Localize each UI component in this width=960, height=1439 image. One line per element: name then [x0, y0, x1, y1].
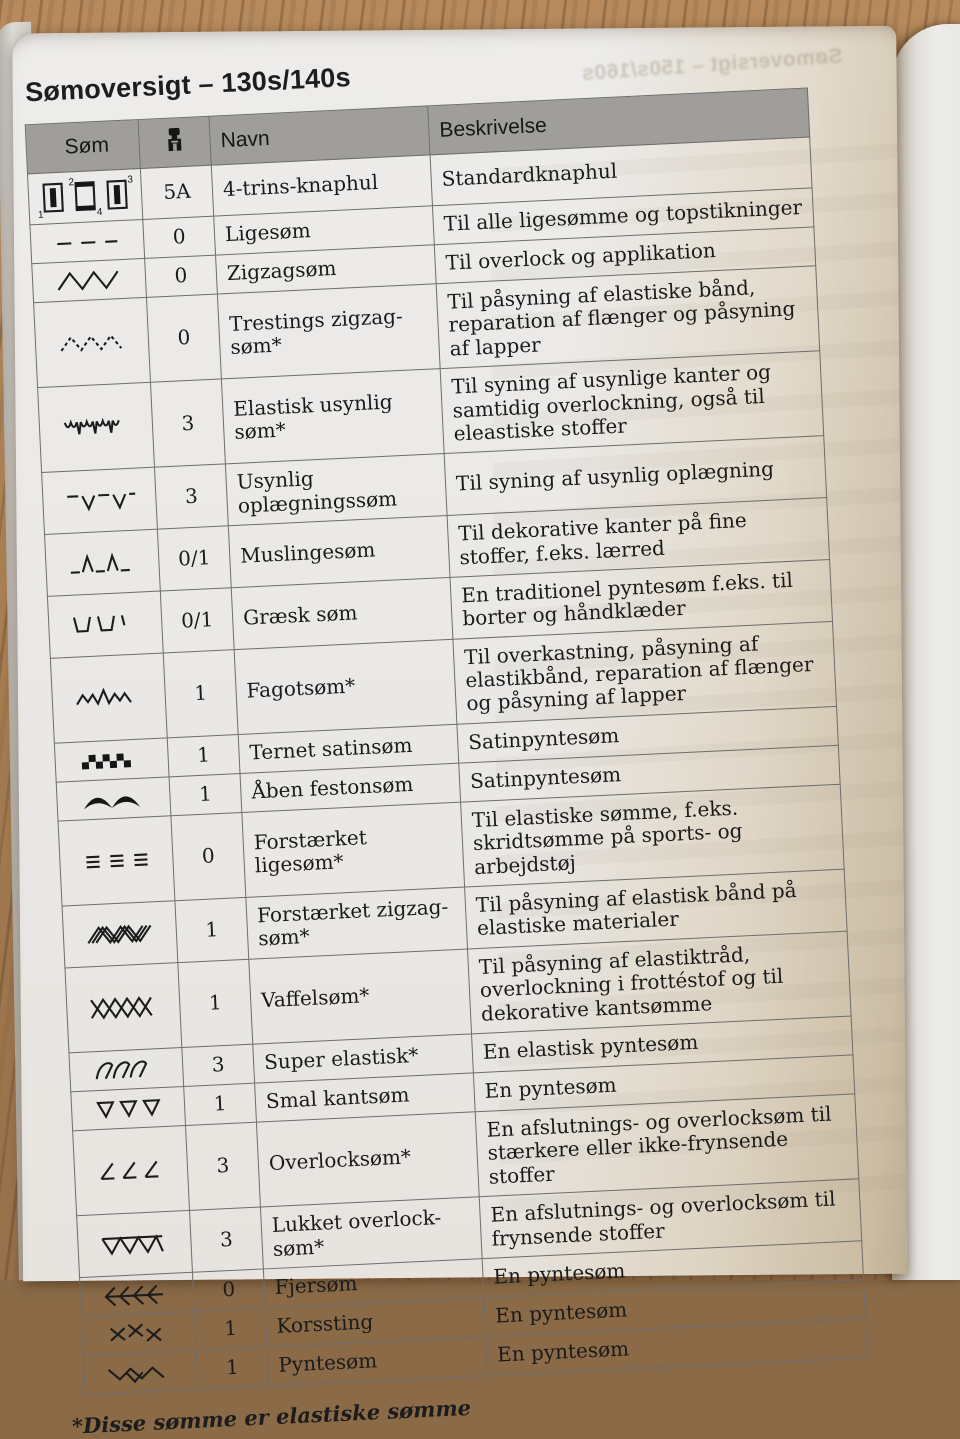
foot-number: 0 — [142, 216, 216, 259]
stitch-name: Lukket overlock-søm* — [260, 1196, 483, 1269]
overlock-icon — [72, 1125, 190, 1216]
foot-number: 1 — [196, 1346, 269, 1390]
waffle-icon — [64, 962, 182, 1053]
stitch-name: Græsk søm — [231, 577, 453, 650]
stitch-name: Fagotsøm* — [234, 639, 457, 735]
fagot-icon — [50, 652, 168, 744]
table-row: 1 2 4 3 5A 4-trins-knaphul Standardknaphul — [27, 136, 813, 225]
foot-number: 3 — [150, 379, 226, 468]
table-row: 0 Ligesøm Til alle ligesømme og topstiknin… — [29, 187, 814, 264]
presser-foot-icon — [164, 127, 185, 160]
stitch-name: Vaffelsøm* — [248, 948, 472, 1045]
foot-number: 0 — [170, 812, 246, 901]
foot-number: 1 — [194, 1307, 268, 1351]
zigzag-icon — [31, 258, 147, 303]
foot-number: 0/1 — [160, 587, 235, 653]
col-header-foot — [138, 116, 212, 169]
greek-key-icon — [47, 590, 164, 659]
reinforced-zigzag-icon — [62, 900, 178, 968]
closed-overlock-icon — [76, 1210, 193, 1278]
checker-satin-icon — [54, 737, 170, 783]
foot-number: 0 — [146, 294, 222, 383]
foot-number: 1 — [183, 1083, 257, 1126]
shell-edge-icon — [44, 529, 161, 597]
table-row: 3 Super elastisk* En elastisk pyntesøm — [68, 1015, 853, 1092]
foot-number: 1 — [167, 734, 240, 777]
cross-stitch-icon — [81, 1311, 197, 1356]
narrow-edge-icon — [70, 1086, 186, 1131]
table-row: 0 Forstærket ligesøm* Til elastiske sømme,… — [58, 784, 845, 907]
foot-number: 0 — [144, 255, 218, 298]
blind-hem-icon — [41, 467, 158, 535]
stitch-name: Forstærket ligesøm* — [241, 802, 465, 898]
foot-number: 3 — [189, 1207, 264, 1273]
table-row: 3 Lukket overlock-søm* En afslutnings- og … — [76, 1178, 862, 1278]
stitch-name: Usynlig oplægningssøm — [225, 453, 448, 526]
reinforced-straight-icon — [58, 815, 175, 907]
foot-number: 3 — [154, 464, 229, 530]
foot-number: 5A — [140, 165, 214, 220]
table-row: 1 Fagotsøm* Til overkastning, påsyning af … — [50, 621, 837, 744]
stitch-name: Trestings zigzag-søm* — [217, 283, 441, 380]
table-row: 3 Elastisk usynlig søm* Til syning af usyn… — [37, 350, 824, 473]
col-header-som: Søm — [25, 119, 141, 174]
decorative-icon — [83, 1350, 198, 1395]
table-header-row: Søm Navn Beskrive — [25, 88, 810, 174]
feather-icon — [79, 1272, 195, 1317]
foot-number: 1 — [163, 649, 239, 738]
buttonhole-4step-icon: 1 2 4 3 — [27, 168, 143, 225]
stitch-name: Forstærket zigzag-søm* — [245, 887, 468, 960]
table-row: 3 Usynlig oplægningssøm Til syning af usyn… — [41, 435, 827, 535]
table-row: 1 Smal kantsøm En pyntesøm — [70, 1054, 855, 1131]
page-content: Sømoversigt – 130s/140s Søm — [3, 8, 880, 1439]
foot-number: 0/1 — [157, 525, 232, 591]
table-row: 0/1 Græsk søm En traditionel pyntesøm f.ek… — [47, 559, 833, 659]
table-row: 1 Vaffelsøm* Til påsyning af elastiktråd, … — [64, 930, 852, 1053]
foot-number: 1 — [177, 959, 253, 1048]
table-row: 1 Åben festonsøm Satinpyntesøm — [56, 745, 841, 821]
foot-number: 3 — [185, 1122, 261, 1211]
foot-number: 1 — [169, 773, 242, 816]
manual-page: Sømoversigt – 150s/160s Sømoversigt – 13… — [12, 25, 908, 1439]
stitch-name: Elastisk usynlig søm* — [221, 368, 445, 465]
stitch-overview-table: Søm Navn Beskrive — [25, 88, 868, 1395]
svg-text:3: 3 — [127, 174, 134, 185]
table-row: 1 Ternet satinsøm Satinpyntesøm — [54, 706, 839, 783]
open-scallop-icon — [56, 776, 171, 821]
svg-text:4: 4 — [97, 207, 104, 218]
table-row: 0 Zigzagsøm Til overlock og applikation — [31, 226, 816, 303]
foot-number: 1 — [174, 897, 249, 963]
svg-text:2: 2 — [68, 177, 75, 188]
table-row: 1 Forstærket zigzag-søm* Til påsyning af e… — [62, 869, 848, 968]
straight-stitch-icon — [29, 219, 145, 264]
super-elastic-icon — [68, 1047, 184, 1092]
foot-number: 0 — [192, 1268, 266, 1312]
table-row: 0/1 Muslingesøm Til dekorative kanter på f… — [44, 497, 830, 597]
stitch-name: Muslingesøm — [228, 515, 450, 588]
foot-number: 3 — [181, 1044, 255, 1087]
svg-text:1: 1 — [38, 210, 45, 220]
stitch-name: Overlocksøm* — [256, 1111, 480, 1208]
elastic-blind-hem-icon — [37, 382, 155, 473]
three-step-zigzag-icon — [33, 297, 151, 388]
table-row: 3 Overlocksøm* En afslutnings- og overlock… — [72, 1093, 859, 1216]
